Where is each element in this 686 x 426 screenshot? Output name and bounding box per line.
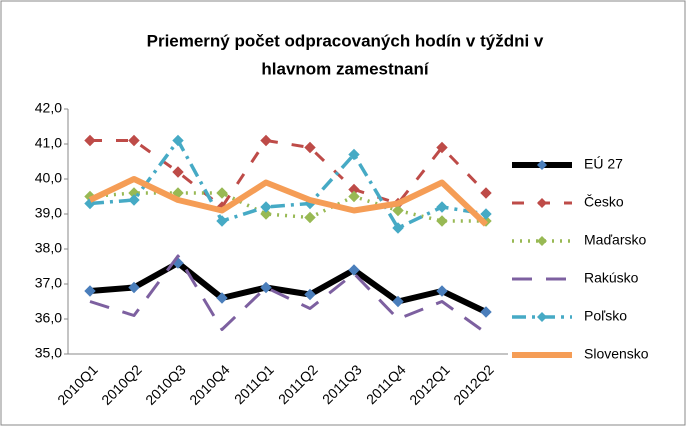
y-tick-label: 37,0	[35, 275, 62, 291]
point-marker	[436, 141, 448, 154]
point-marker	[392, 204, 404, 217]
y-tick-label: 35,0	[35, 345, 62, 361]
point-marker	[260, 208, 272, 220]
series-line	[89, 138, 487, 230]
point-marker	[172, 166, 184, 178]
legend-label: Rakúsko	[584, 270, 639, 286]
y-tick-label: 40,0	[35, 170, 62, 186]
point-marker	[392, 222, 404, 234]
point-marker	[260, 201, 272, 213]
point-marker	[260, 134, 272, 147]
point-marker	[392, 295, 404, 308]
point-marker	[348, 190, 360, 203]
legend-label: Poľsko	[584, 308, 627, 324]
point-marker	[216, 187, 228, 199]
point-marker	[436, 215, 448, 227]
legend-marker	[537, 236, 547, 246]
point-marker	[304, 141, 316, 154]
point-marker	[480, 306, 492, 318]
series-line	[90, 139, 488, 209]
point-marker	[260, 281, 272, 294]
legend-label: EÚ 27	[584, 156, 623, 172]
legend-label: Slovensko	[584, 346, 649, 362]
y-tick-label: 36,0	[35, 310, 62, 326]
legend-label: Česko	[584, 194, 624, 210]
point-marker	[304, 288, 316, 301]
y-tick-label: 42,0	[35, 100, 62, 116]
series-line	[89, 260, 488, 315]
legend-label: Maďarsko	[584, 232, 647, 248]
point-marker	[304, 211, 316, 224]
series-line	[88, 176, 489, 227]
chart-title: hlavnom zamestnaní	[261, 59, 429, 78]
point-marker	[128, 194, 140, 206]
legend-marker	[537, 160, 547, 170]
point-marker	[216, 215, 228, 227]
legend-marker	[537, 198, 547, 208]
point-marker	[128, 134, 140, 147]
point-marker	[480, 208, 492, 220]
point-marker	[436, 285, 448, 297]
chart-title: Priemerný počet odpracovaných hodín v tý…	[147, 31, 544, 50]
point-marker	[84, 134, 96, 147]
series-line	[89, 254, 487, 335]
point-marker	[348, 148, 360, 161]
y-tick-label: 41,0	[35, 135, 62, 151]
legend-marker	[537, 312, 547, 322]
y-tick-label: 38,0	[35, 240, 62, 256]
point-marker	[128, 281, 140, 294]
point-marker	[348, 264, 360, 276]
point-marker	[480, 187, 492, 199]
point-marker	[216, 292, 228, 304]
y-tick-label: 39,0	[35, 205, 62, 221]
point-marker	[172, 134, 184, 147]
point-marker	[84, 285, 96, 297]
point-marker	[436, 201, 448, 213]
